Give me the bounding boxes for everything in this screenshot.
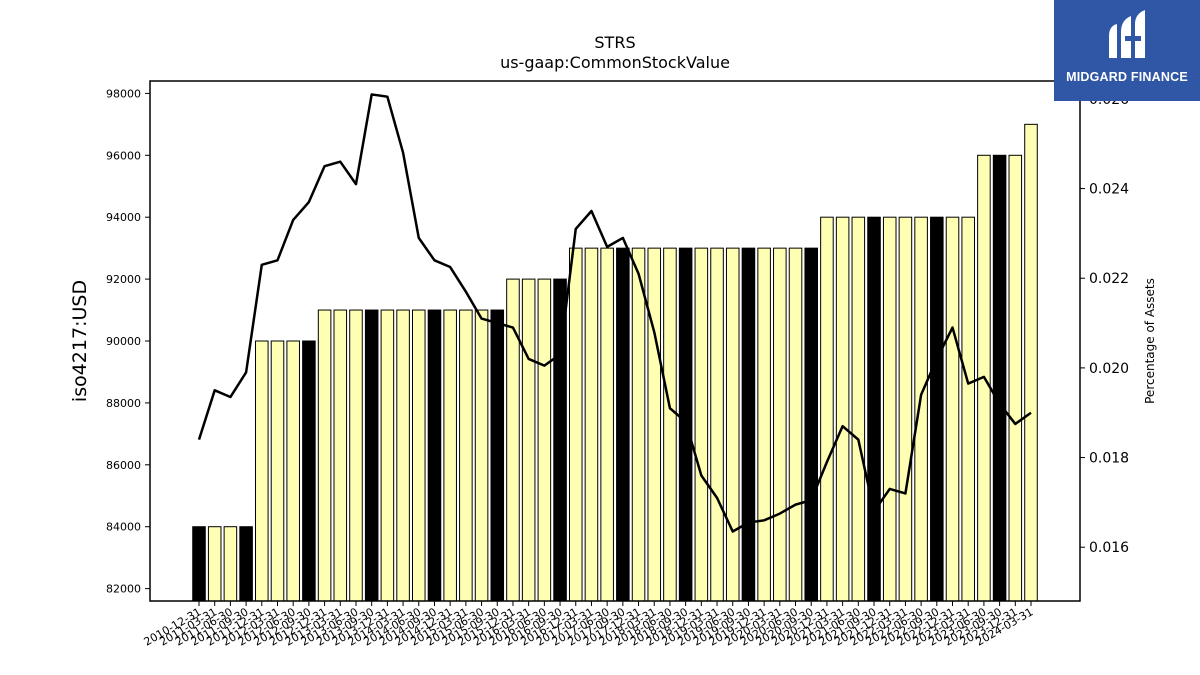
bar — [255, 340, 269, 602]
y2-tick-label: 0.024 — [1089, 182, 1129, 198]
bar — [568, 247, 583, 602]
bar — [616, 247, 630, 602]
y-axis-label: iso4217:USD — [69, 280, 91, 402]
bar — [380, 309, 395, 602]
bar — [1024, 123, 1038, 602]
bar — [898, 216, 913, 602]
y-tick-label: 84000 — [106, 521, 141, 534]
percentage-line — [197, 93, 1032, 533]
bar — [710, 247, 724, 602]
y2-tick-label: 0.018 — [1089, 451, 1129, 467]
bar — [663, 247, 677, 602]
bar — [600, 247, 614, 602]
bar — [945, 216, 960, 602]
bar — [788, 247, 803, 602]
bar — [914, 216, 928, 602]
y-tick-label: 98000 — [106, 87, 141, 100]
y2-tick-label: 0.016 — [1089, 540, 1129, 556]
bar — [427, 309, 442, 602]
bar — [317, 309, 332, 602]
bar — [286, 340, 300, 602]
bar — [537, 278, 552, 602]
bar — [992, 154, 1007, 602]
y2-axis-label: Percentage of Assets — [1143, 278, 1157, 404]
bar-series — [192, 123, 1038, 602]
bar — [443, 309, 457, 602]
y-tick-label: 88000 — [106, 397, 141, 410]
bar — [474, 309, 489, 602]
bar — [396, 309, 410, 602]
y2-tick-label: 0.022 — [1089, 271, 1129, 287]
bar — [725, 247, 740, 602]
y-tick-label: 90000 — [106, 335, 141, 348]
bar — [349, 309, 363, 602]
bar — [647, 247, 662, 602]
brand-name: MIDGARD FINANCE — [1066, 70, 1188, 84]
y-tick-label: 94000 — [106, 211, 141, 224]
bar — [961, 216, 975, 602]
left-axis: 82000 84000 86000 88000 90000 92000 94000 96000… — [106, 87, 150, 596]
bar — [521, 278, 536, 602]
bar — [302, 340, 316, 602]
bar — [459, 309, 473, 602]
bar — [741, 247, 756, 602]
percentage-line-series — [197, 93, 1032, 533]
bar — [757, 247, 771, 602]
bar — [239, 526, 253, 602]
bar — [207, 526, 222, 602]
y-tick-label: 82000 — [106, 583, 141, 596]
bar — [584, 247, 599, 602]
bar — [1008, 154, 1023, 602]
y-tick-label: 92000 — [106, 273, 141, 286]
midgard-logo-icon — [1109, 10, 1145, 58]
bar — [930, 216, 944, 602]
bar — [270, 340, 285, 602]
bar — [820, 216, 834, 602]
bar — [835, 216, 850, 602]
brand-badge: MIDGARD FINANCE — [1054, 0, 1200, 101]
bar — [364, 309, 379, 602]
y2-tick-label: 0.020 — [1089, 361, 1129, 377]
bar — [631, 247, 646, 602]
chart-subtitle: us-gaap:CommonStockValue — [500, 53, 730, 72]
bar — [804, 247, 819, 602]
bar — [867, 216, 881, 602]
bar — [411, 309, 426, 602]
bar — [192, 526, 206, 602]
bar — [333, 309, 348, 602]
bar — [223, 526, 238, 602]
bar — [694, 247, 709, 602]
bar — [882, 216, 897, 602]
y-tick-label: 96000 — [106, 149, 141, 162]
y-tick-label: 86000 — [106, 459, 141, 472]
bar — [773, 247, 787, 602]
bar — [851, 216, 866, 602]
bar — [490, 309, 505, 602]
chart-title: STRS — [594, 33, 635, 52]
x-axis: 2010-12-312011-03-312011-06-302011-09-30… — [142, 601, 1036, 649]
